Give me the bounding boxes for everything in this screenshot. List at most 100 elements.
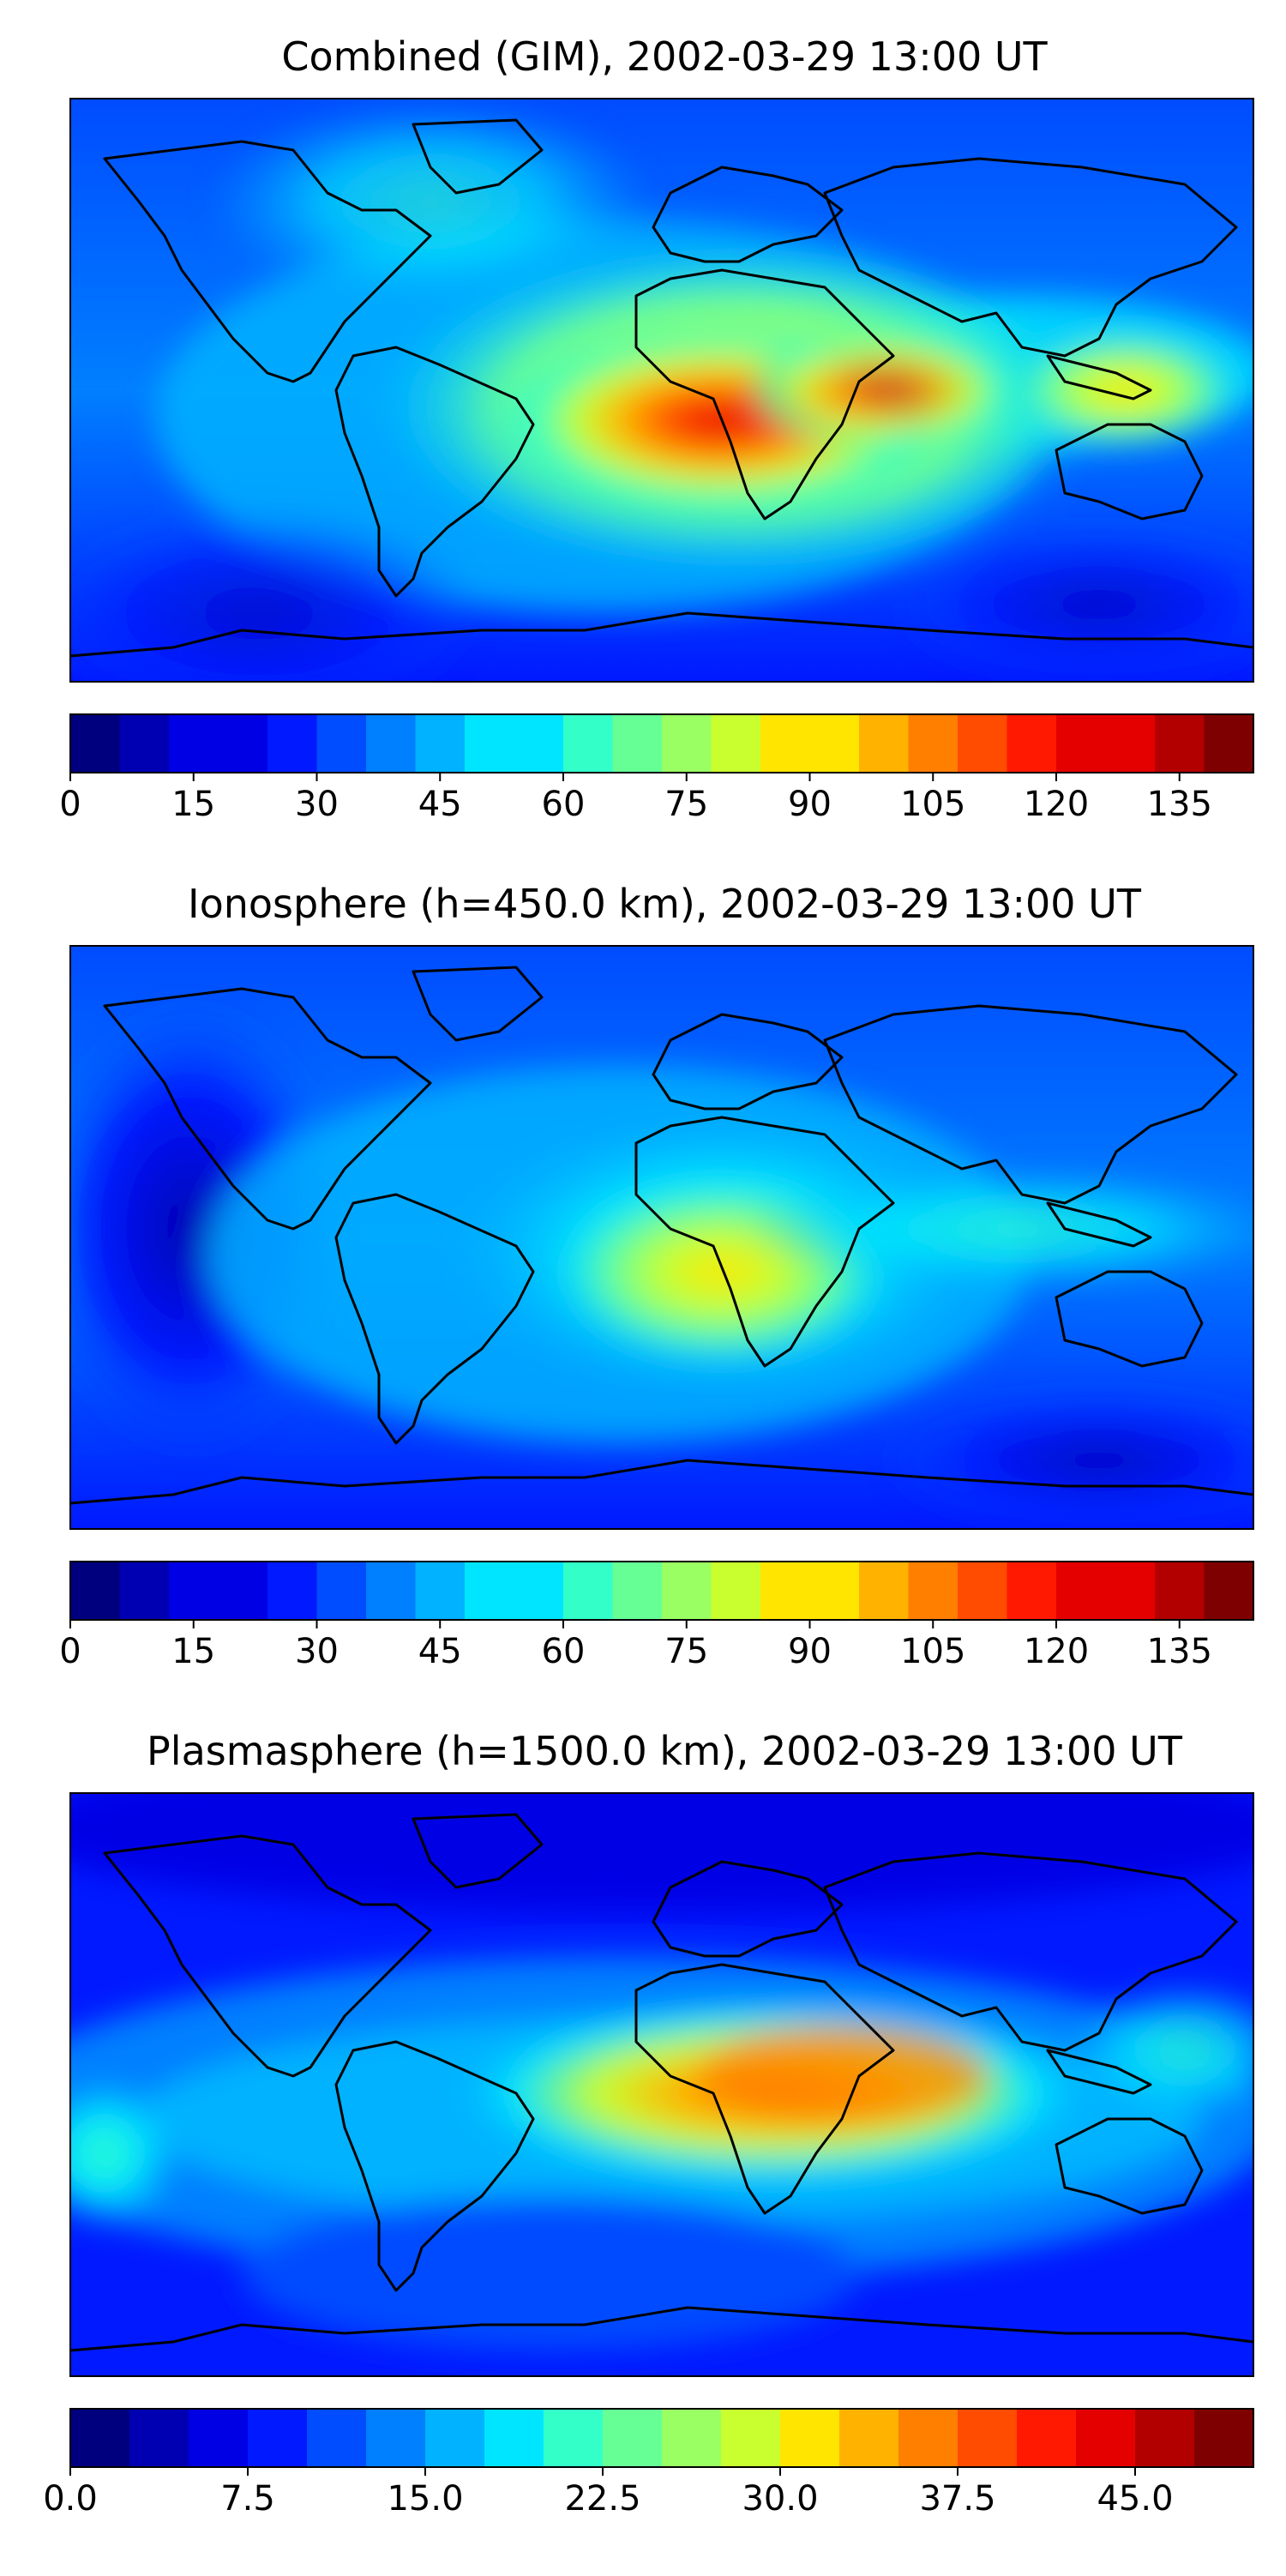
panel-3-map [69, 1792, 1255, 2377]
colorbar-segment [514, 1562, 564, 1620]
colorbar-segment [563, 714, 614, 773]
colorbar-tick-label: 0.0 [43, 2479, 98, 2519]
colorbar-tick-label: 15 [171, 785, 215, 824]
colorbar-segment [169, 1562, 219, 1620]
colorbar-segment [1155, 714, 1205, 773]
colorbar-segment [612, 714, 663, 773]
colorbar-segment [189, 2409, 249, 2467]
colorbar-tick-label: 22.5 [564, 2479, 640, 2519]
colorbar-tick-label: 90 [788, 785, 832, 824]
panel-1-title: Combined (GIM), 2002-03-29 13:00 UT [281, 33, 1048, 80]
colorbar-segment [119, 714, 170, 773]
colorbar-segment [316, 714, 367, 773]
colorbar-tick-label: 90 [788, 1632, 832, 1671]
colorbar-segment [1105, 714, 1156, 773]
colorbar-segment [1017, 2409, 1077, 2467]
colorbar-tick-label: 60 [542, 1632, 586, 1671]
colorbar-segment [859, 714, 910, 773]
colorbar-segment [711, 1562, 761, 1620]
colorbar-segment [316, 1562, 367, 1620]
colorbar-segment [1056, 714, 1107, 773]
colorbar-segment [662, 2409, 722, 2467]
colorbar-tick-label: 135 [1147, 785, 1212, 824]
colorbar-segment [1105, 1562, 1156, 1620]
colorbar-segment [721, 2409, 781, 2467]
colorbar-segment [1076, 2409, 1136, 2467]
colorbar-segment [908, 714, 958, 773]
colorbar-tick-label: 60 [542, 785, 586, 824]
colorbar-tick-label: 30.0 [742, 2479, 818, 2519]
colorbar-segment [465, 714, 515, 773]
colorbar-segment [563, 1562, 614, 1620]
colorbar-tick-label: 15.0 [387, 2479, 463, 2519]
panel-3-title: Plasmasphere (h=1500.0 km), 2002-03-29 1… [147, 1728, 1183, 1774]
colorbar-tick-label: 135 [1147, 1632, 1212, 1671]
colorbar-segment [218, 1562, 268, 1620]
colorbar-segment [465, 1562, 515, 1620]
colorbar-tick-label: 75 [664, 1632, 708, 1671]
colorbar-frame [69, 1561, 1254, 1621]
colorbar-tick-label: 105 [900, 1632, 965, 1671]
colorbar-tick-label: 37.5 [919, 2479, 995, 2519]
colorbar-segment [958, 2409, 1018, 2467]
colorbar-tick-label: 0 [59, 785, 81, 824]
colorbar-segment [248, 2409, 308, 2467]
colorbar-tick-label: 7.5 [220, 2479, 275, 2519]
colorbar-segment [859, 1562, 910, 1620]
colorbar-segment [415, 1562, 466, 1620]
colorbar-tick-label: 30 [295, 785, 339, 824]
colorbar-segment [70, 1562, 121, 1620]
colorbar-tick-label: 45 [418, 785, 462, 824]
panel-1-colorbar: 0 15 30 45 60 75 90 105 120 135 [59, 713, 1254, 824]
colorbar-segment [958, 1562, 1008, 1620]
colorbar-segment [514, 714, 564, 773]
colorbar-frame [69, 2408, 1254, 2468]
colorbar-tick-label: 30 [295, 1632, 339, 1671]
colorbar-segment [1194, 2409, 1254, 2467]
panel-2-title: Ionosphere (h=450.0 km), 2002-03-29 13:0… [188, 881, 1142, 927]
colorbar-tick-label: 45.0 [1097, 2479, 1173, 2519]
colorbar-segment [839, 2409, 899, 2467]
colorbar-segment [760, 714, 811, 773]
colorbar-segment [119, 1562, 170, 1620]
panel-3-colorbar: 0.0 7.5 15.0 22.5 30.0 37.5 45.0 [43, 2408, 1254, 2519]
colorbar-segment [1007, 1562, 1057, 1620]
colorbar-segment [1056, 1562, 1107, 1620]
colorbar-segment [662, 1562, 712, 1620]
colorbar-segment [267, 1562, 318, 1620]
colorbar-segment [908, 1562, 958, 1620]
map-frame [69, 98, 1254, 683]
colorbar-tick-label: 15 [171, 1632, 215, 1671]
colorbar-segment [958, 714, 1008, 773]
colorbar-segment [603, 2409, 663, 2467]
colorbar-tick-label: 75 [664, 785, 708, 824]
colorbar-segment [1204, 714, 1254, 773]
colorbar-segment [218, 714, 268, 773]
panel-1-map [69, 98, 1255, 683]
panel-2-map [69, 945, 1255, 1530]
colorbar-segment [760, 1562, 811, 1620]
colorbar-segment [366, 714, 417, 773]
colorbar-segment [366, 1562, 417, 1620]
colorbar-segment [809, 714, 860, 773]
colorbar-frame [69, 713, 1254, 773]
colorbar-tick-label: 105 [900, 785, 965, 824]
colorbar-segment [711, 714, 761, 773]
colorbar-segment [484, 2409, 544, 2467]
colorbar-segment [425, 2409, 485, 2467]
colorbar-segment [70, 2409, 130, 2467]
colorbar-segment [415, 714, 466, 773]
colorbar-tick-label: 0 [59, 1632, 81, 1671]
colorbar-segment [898, 2409, 958, 2467]
colorbar-segment [1204, 1562, 1254, 1620]
colorbar-segment [307, 2409, 367, 2467]
colorbar-segment [70, 714, 121, 773]
colorbar-segment [267, 714, 318, 773]
colorbar-segment [1007, 714, 1057, 773]
colorbar-segment [809, 1562, 860, 1620]
colorbar-segment [780, 2409, 840, 2467]
panel-2-colorbar: 0 15 30 45 60 75 90 105 120 135 [59, 1561, 1254, 1671]
colorbar-tick-label: 45 [418, 1632, 462, 1671]
colorbar-segment [544, 2409, 604, 2467]
